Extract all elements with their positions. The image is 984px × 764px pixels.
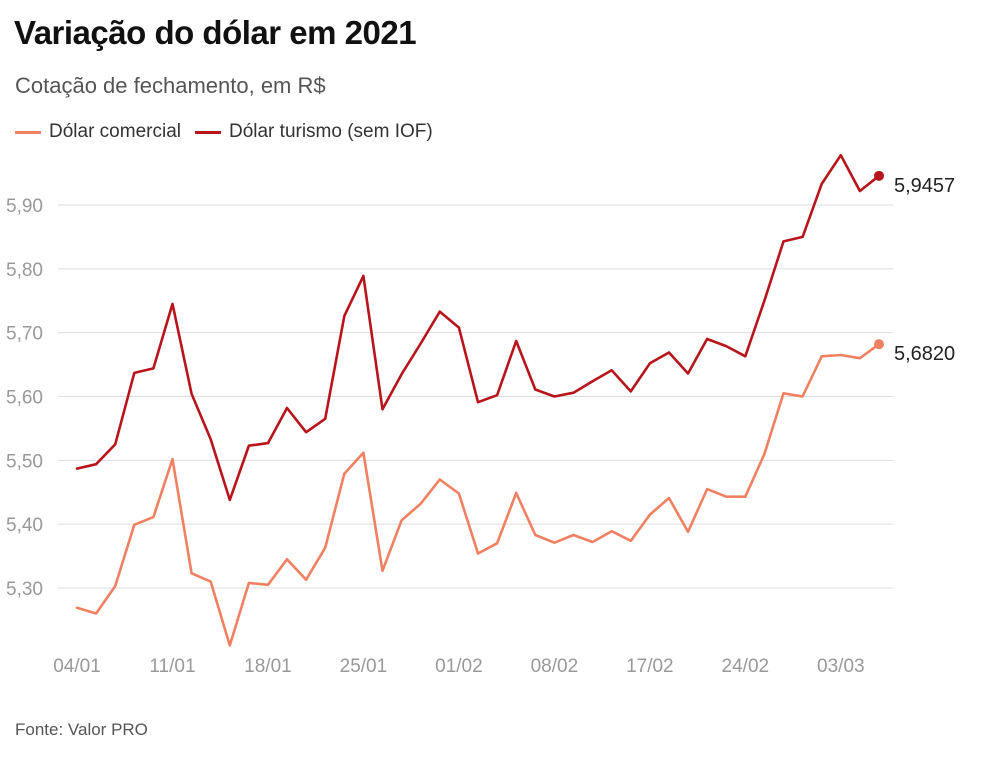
x-tick-label: 17/02 (626, 656, 674, 677)
end-point-comercial (874, 339, 884, 350)
series-lines (75, 153, 881, 647)
legend-swatch-comercial (15, 130, 41, 134)
y-tick-label: 5,40 (6, 515, 43, 536)
legend-item-comercial: Dólar comercial (15, 121, 181, 143)
y-axis: 5,30 5,40 5,50 5,60 5,70 5,80 5,90 (6, 196, 43, 600)
series-line-comercial (75, 342, 881, 647)
y-tick-label: 5,30 (6, 579, 43, 600)
x-tick-label: 25/01 (340, 656, 388, 677)
y-tick-label: 5,90 (6, 196, 43, 217)
y-tick-label: 5,70 (6, 324, 43, 345)
y-tick-label: 5,80 (6, 260, 43, 281)
x-tick-label: 11/01 (149, 656, 195, 677)
chart-subtitle: Cotação de fechamento, em R$ (15, 73, 326, 98)
legend: Dólar comercial Dólar turismo (sem IOF) (15, 121, 447, 143)
series-line-turismo (75, 153, 881, 502)
end-value-label: 5,6820 (894, 343, 955, 365)
x-tick-label: 03/03 (817, 656, 865, 677)
legend-label-comercial: Dólar comercial (49, 121, 181, 142)
y-tick-label: 5,50 (6, 451, 43, 472)
source-note: Fonte: Valor PRO (15, 720, 148, 739)
legend-item-turismo: Dólar turismo (sem IOF) (194, 121, 433, 143)
x-tick-label: 08/02 (531, 656, 579, 677)
legend-swatch-turismo (194, 130, 221, 134)
end-value-label: 5,9457 (894, 175, 955, 197)
x-tick-label: 04/01 (53, 656, 101, 677)
legend-label-turismo: Dólar turismo (sem IOF) (228, 121, 433, 142)
x-tick-label: 18/01 (244, 656, 292, 677)
x-axis: 04/01 11/01 18/01 25/01 01/02 08/02 17/02 24/02… (53, 656, 864, 677)
x-tick-label: 01/02 (435, 656, 483, 677)
chart-title: Variação do dólar em 2021 (14, 14, 417, 51)
y-tick-label: 5,60 (6, 388, 43, 409)
end-point-turismo (874, 170, 884, 181)
end-labels: 5,9457 5,6820 (874, 170, 955, 365)
x-tick-label: 24/02 (722, 656, 770, 677)
